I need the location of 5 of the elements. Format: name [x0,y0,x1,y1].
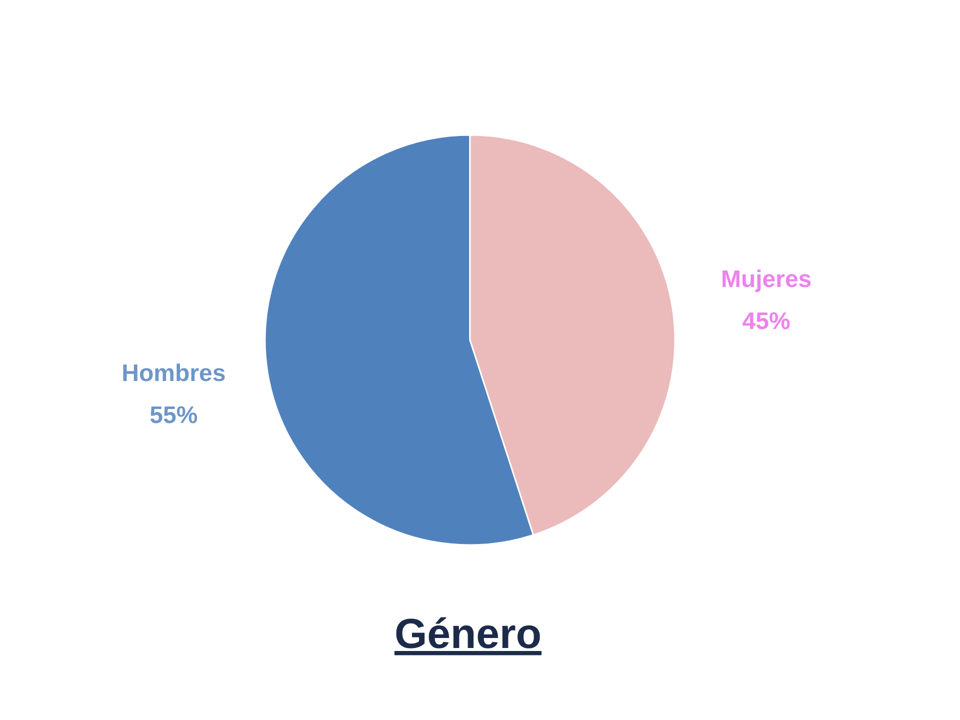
data-label: 55% [150,402,198,429]
slice-label: Mujeres [720,266,812,294]
data-label: 45% [742,308,790,336]
text: Género [394,610,542,657]
slice-label: Hombres [122,360,226,387]
